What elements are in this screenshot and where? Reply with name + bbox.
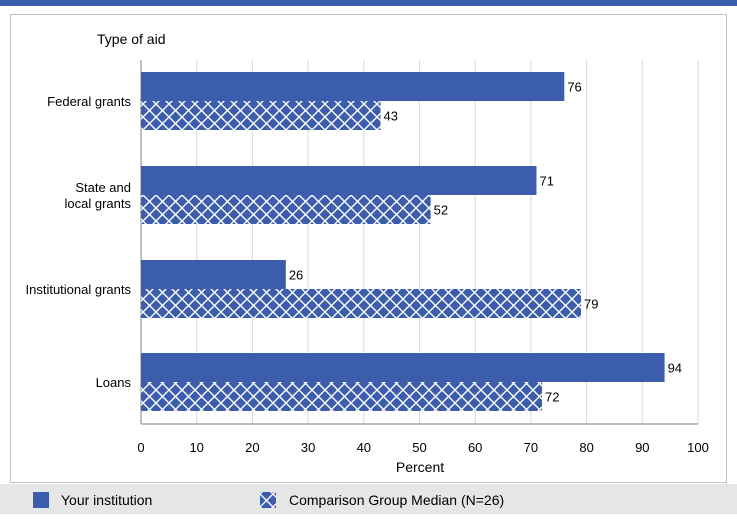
value-label: 76	[567, 80, 581, 95]
x-tick-label: 20	[245, 440, 259, 455]
bar-loans-comparison-median	[141, 382, 543, 411]
x-tick-label: 80	[579, 440, 593, 455]
x-tick-label: 40	[357, 440, 371, 455]
bar-state-and-local-grants-your-institution	[141, 166, 537, 195]
legend-label-comparison-median: Comparison Group Median (N=26)	[289, 492, 504, 508]
value-labels: 76 43 71 52 26 79 94 72	[289, 80, 682, 405]
category-label-loans: Loans	[96, 375, 132, 390]
x-tick-labels: 0 10 20 30 40 50 60 70 80 90 100	[137, 440, 708, 455]
x-tick-label: 30	[301, 440, 315, 455]
category-label-state-and-local-grants: State and local grants	[65, 180, 132, 211]
value-label: 71	[539, 174, 553, 189]
category-label-institutional-grants: Institutional grants	[25, 282, 131, 297]
bar-federal-grants-comparison-median	[141, 101, 381, 130]
category-label-federal-grants: Federal grants	[47, 94, 131, 109]
x-tick-label: 50	[412, 440, 426, 455]
x-tick-label: 70	[524, 440, 538, 455]
bar-loans-your-institution	[141, 353, 665, 382]
x-axis-title: Percent	[396, 459, 444, 475]
bar-federal-grants-your-institution	[141, 72, 565, 101]
x-tick-label: 90	[635, 440, 649, 455]
bars	[141, 72, 665, 411]
value-label: 79	[584, 297, 598, 312]
bar-state-and-local-grants-comparison-median	[141, 195, 431, 224]
legend-swatch-your-institution	[33, 492, 49, 508]
legend: Your institution Comparison Group Median…	[33, 492, 504, 508]
value-label: 26	[289, 268, 303, 283]
bar-institutional-grants-your-institution	[141, 260, 286, 289]
category-labels: Federal grants State and local grants Insti…	[25, 94, 131, 390]
value-label: 72	[545, 390, 559, 405]
value-label: 43	[384, 109, 398, 124]
x-tick-label: 60	[468, 440, 482, 455]
x-tick-label: 0	[137, 440, 144, 455]
top-accent-bar	[0, 0, 737, 6]
y-axis-title: Type of aid	[97, 31, 166, 47]
x-tick-label: 100	[687, 440, 709, 455]
x-tick-label: 10	[189, 440, 203, 455]
legend-swatch-comparison-median	[260, 492, 276, 508]
legend-label-your-institution: Your institution	[61, 492, 152, 508]
value-label: 52	[434, 203, 448, 218]
bar-institutional-grants-comparison-median	[141, 289, 582, 318]
legend-panel	[0, 484, 737, 514]
value-label: 94	[668, 361, 682, 376]
